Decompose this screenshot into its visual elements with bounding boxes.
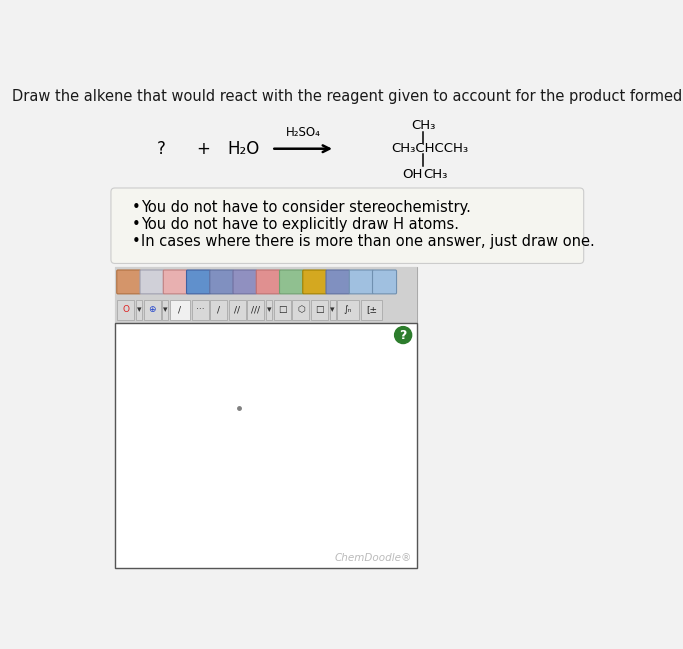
Bar [115, 267, 417, 568]
Bar [170, 300, 190, 320]
FancyBboxPatch shape [163, 270, 187, 294]
FancyBboxPatch shape [210, 270, 234, 294]
Text: CH₃CHCCH₃: CH₃CHCCH₃ [391, 142, 469, 155]
Bar [136, 300, 142, 320]
Text: CH₃: CH₃ [423, 167, 448, 180]
Bar [329, 300, 336, 320]
Bar [266, 300, 272, 320]
FancyBboxPatch shape [326, 270, 350, 294]
Bar [117, 300, 134, 320]
Text: ⊕: ⊕ [148, 305, 156, 314]
Text: ▾: ▾ [137, 305, 141, 314]
Text: [±: [± [366, 305, 377, 314]
Bar [210, 300, 227, 320]
FancyBboxPatch shape [349, 270, 374, 294]
Bar [311, 300, 328, 320]
Bar [115, 297, 417, 323]
Bar [361, 300, 382, 320]
Text: /: / [178, 305, 182, 314]
Text: CH₃: CH₃ [411, 119, 436, 132]
Text: ⬡: ⬡ [297, 305, 305, 314]
Text: ···: ··· [196, 305, 204, 314]
Text: ///: /// [251, 305, 260, 314]
Bar [247, 300, 264, 320]
Text: ▾: ▾ [331, 305, 335, 314]
Text: •: • [132, 234, 141, 249]
Bar [274, 300, 291, 320]
Bar [337, 300, 359, 320]
Text: □: □ [315, 305, 324, 314]
Text: You do not have to explicitly draw H atoms.: You do not have to explicitly draw H ato… [141, 217, 459, 232]
FancyBboxPatch shape [233, 270, 257, 294]
Text: ?: ? [400, 328, 407, 341]
FancyBboxPatch shape [256, 270, 280, 294]
Bar [229, 300, 246, 320]
Text: OH: OH [402, 167, 423, 180]
Text: In cases where there is more than one answer, just draw one.: In cases where there is more than one an… [141, 234, 595, 249]
Bar [115, 267, 417, 297]
Text: •: • [132, 217, 141, 232]
Circle shape [395, 326, 412, 343]
Bar [115, 323, 417, 568]
Text: □: □ [278, 305, 286, 314]
FancyBboxPatch shape [186, 270, 210, 294]
Text: ∫ₙ: ∫ₙ [344, 305, 352, 314]
Text: //: // [234, 305, 240, 314]
Bar [292, 300, 309, 320]
Text: ChemDoodle®: ChemDoodle® [335, 553, 413, 563]
Bar [191, 300, 208, 320]
Bar [143, 300, 161, 320]
FancyBboxPatch shape [140, 270, 164, 294]
Text: Draw the alkene that would react with the reagent given to account for the produ: Draw the alkene that would react with th… [12, 89, 683, 104]
Text: ▾: ▾ [163, 305, 167, 314]
Text: ?: ? [157, 140, 166, 158]
Text: H₂SO₄: H₂SO₄ [285, 126, 320, 139]
Text: You do not have to consider stereochemistry.: You do not have to consider stereochemis… [141, 200, 471, 215]
FancyBboxPatch shape [372, 270, 397, 294]
Text: •: • [132, 200, 141, 215]
Text: ▾: ▾ [267, 305, 271, 314]
Text: /: / [217, 305, 220, 314]
Text: H₂O: H₂O [227, 140, 260, 158]
Bar [162, 300, 168, 320]
FancyBboxPatch shape [111, 188, 584, 263]
FancyBboxPatch shape [303, 270, 326, 294]
FancyBboxPatch shape [117, 270, 141, 294]
FancyBboxPatch shape [279, 270, 303, 294]
Text: +: + [196, 140, 210, 158]
Text: O: O [122, 305, 129, 314]
